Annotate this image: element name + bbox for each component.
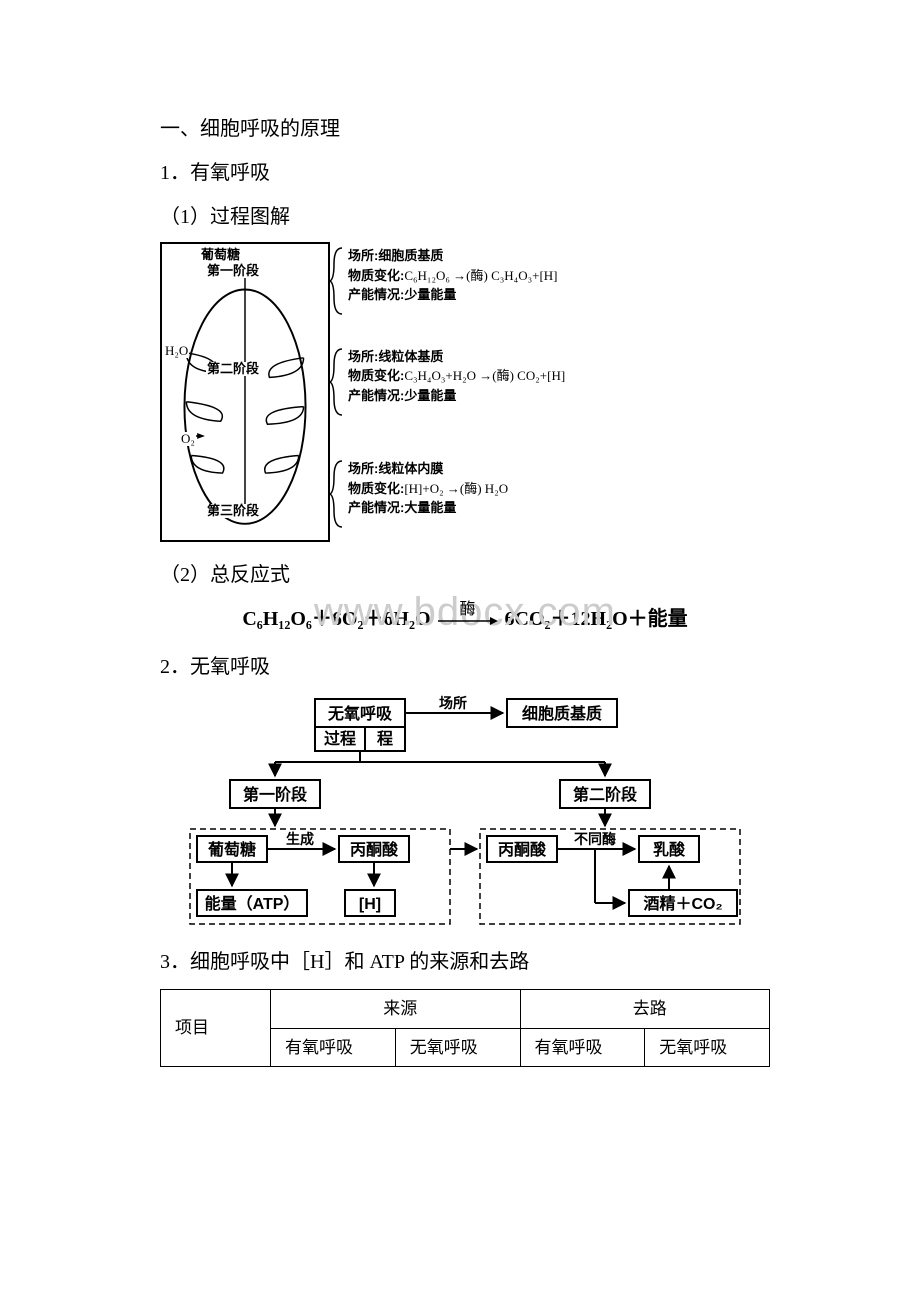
- s1-change: C₆H₁₂O₆ →(酶) C₃H₄O₃+[H]: [404, 268, 557, 283]
- s3-energy: 大量能量: [404, 500, 456, 515]
- s3-loc: 线粒体内膜: [378, 461, 443, 476]
- stage3-block: 场所:线粒体内膜 物质变化:[H]+O₂ →(酶) H₂O 产能情况:大量能量: [330, 455, 770, 522]
- an-process-label: 过程: [324, 729, 356, 748]
- an-glucose: 葡萄糖: [207, 840, 256, 859]
- col-head-dest: 去路: [520, 990, 770, 1029]
- h2o-label: H₂O: [164, 344, 189, 358]
- stage1-label: 第一阶段: [206, 264, 260, 278]
- brace-icon: [330, 347, 344, 417]
- glucose-label: 葡萄糖: [200, 248, 241, 262]
- an-make: 生成: [286, 831, 314, 847]
- overall-equation: C₆H₁₂O₆＋6O₂＋6H₂O 酶 6CO₂＋12H₂O＋能量: [160, 600, 770, 638]
- an-title: 无氧呼吸: [327, 704, 393, 723]
- s1-energy: 少量能量: [404, 287, 456, 302]
- an-lactic: 乳酸: [653, 840, 686, 859]
- an-stage2: 第二阶段: [573, 785, 638, 804]
- eq-lhs: C₆H₁₂O₆＋6O₂＋6H₂O: [242, 608, 430, 630]
- eq-rhs: 6CO₂＋12H₂O＋能量: [505, 608, 688, 630]
- item-1-1: （1）过程图解: [160, 198, 770, 236]
- item-1: 1．有氧呼吸: [160, 154, 770, 192]
- stage2-label: 第二阶段: [206, 362, 260, 376]
- equation-wrap: www.bdocx.com C₆H₁₂O₆＋6O₂＋6H₂O 酶 6CO₂＋12…: [160, 600, 770, 638]
- item-3: 3．细胞呼吸中［H］和 ATP 的来源和去路: [160, 943, 770, 981]
- svg-text:程: 程: [377, 730, 393, 748]
- s3-loc-label: 场所:: [348, 461, 378, 476]
- aerobic-description: 场所:细胞质基质 物质变化:C₆H₁₂O₆ →(酶) C₃H₄O₃+[H] 产能…: [330, 242, 770, 542]
- table-row: 项目 来源 去路: [161, 990, 770, 1029]
- stage3-label: 第三阶段: [206, 504, 260, 518]
- brace-icon: [330, 246, 344, 316]
- section-title: 一、细胞呼吸的原理: [160, 110, 770, 148]
- sub-aerobic-2: 有氧呼吸: [520, 1028, 645, 1067]
- an-energy: 能量（ATP）: [205, 894, 300, 913]
- an-place-label: 场所: [439, 695, 467, 711]
- brace-icon: [330, 459, 344, 529]
- row-head: 项目: [161, 990, 271, 1067]
- s2-energy: 少量能量: [404, 388, 456, 403]
- s2-energy-label: 产能情况:: [348, 388, 404, 403]
- aerobic-diagram: 葡萄糖 第一阶段 H₂O 第二阶段 O₂ 第三阶段 场所:细胞质基质 物质变化:…: [160, 242, 770, 542]
- an-stage1: 第一阶段: [243, 785, 308, 804]
- an-place: 细胞质基质: [522, 704, 602, 723]
- s1-change-label: 物质变化:: [348, 268, 404, 283]
- mitochondria-box: 葡萄糖 第一阶段 H₂O 第二阶段 O₂ 第三阶段: [160, 242, 330, 542]
- s3-energy-label: 产能情况:: [348, 500, 404, 515]
- source-dest-table: 项目 来源 去路 有氧呼吸 无氧呼吸 有氧呼吸 无氧呼吸: [160, 989, 770, 1067]
- s1-loc-label: 场所:: [348, 248, 378, 263]
- o2-label: O₂: [180, 432, 196, 446]
- stage2-block: 场所:线粒体基质 物质变化:C₃H₄O₃+H₂O →(酶) CO₂+[H] 产能…: [330, 343, 770, 410]
- item-1-2: （2）总反应式: [160, 556, 770, 594]
- sub-aerobic-1: 有氧呼吸: [271, 1028, 396, 1067]
- an-diff-enzyme: 不同酶: [574, 831, 616, 847]
- sub-anaerobic-1: 无氧呼吸: [395, 1028, 520, 1067]
- s2-change: C₃H₄O₃+H₂O →(酶) CO₂+[H]: [404, 368, 565, 383]
- arrow-icon: 酶: [438, 609, 498, 631]
- s2-loc: 线粒体基质: [378, 349, 443, 364]
- item-2: 2．无氧呼吸: [160, 648, 770, 686]
- col-head-source: 来源: [271, 990, 521, 1029]
- s2-change-label: 物质变化:: [348, 368, 404, 383]
- s2-loc-label: 场所:: [348, 349, 378, 364]
- s3-change-label: 物质变化:: [348, 481, 404, 496]
- an-pyruvate1: 丙酮酸: [350, 840, 399, 859]
- an-alcohol: 酒精＋CO₂: [643, 894, 722, 913]
- s1-energy-label: 产能情况:: [348, 287, 404, 302]
- an-h: [H]: [359, 896, 381, 913]
- mitochondria-svg: [162, 244, 328, 540]
- an-pyruvate2: 丙酮酸: [498, 840, 547, 859]
- s1-loc: 细胞质基质: [378, 248, 443, 263]
- anaerobic-diagram: .boxtext { font-family: "SimHei", sans-s…: [185, 694, 745, 929]
- sub-anaerobic-2: 无氧呼吸: [645, 1028, 770, 1067]
- stage1-block: 场所:细胞质基质 物质变化:C₆H₁₂O₆ →(酶) C₃H₄O₃+[H] 产能…: [330, 242, 770, 309]
- s3-change: [H]+O₂ →(酶) H₂O: [404, 481, 508, 496]
